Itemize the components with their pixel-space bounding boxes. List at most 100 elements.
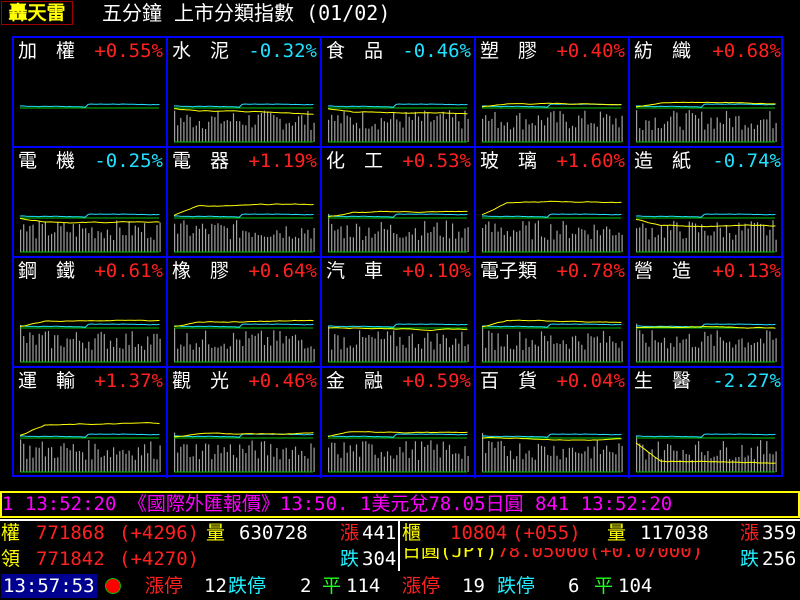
volume-bar [540, 445, 543, 472]
sector-cell[interactable]: 玻 璃 +1.60% [476, 148, 630, 258]
volume-bar [657, 342, 659, 362]
volume-bar [186, 333, 188, 362]
volume-bar [291, 336, 293, 362]
sector-cell[interactable]: 觀 光 +0.46% [168, 368, 322, 478]
volume-bar [383, 338, 385, 362]
volume-bar [125, 235, 127, 252]
volume-bar [448, 110, 451, 142]
volume-bar [377, 129, 379, 142]
volume-bar [519, 230, 521, 252]
sector-cell[interactable]: 百 貨 +0.04% [476, 368, 630, 478]
volume-bar [47, 447, 50, 472]
volume-bar [775, 338, 777, 362]
sector-cell[interactable]: 塑 膠 +0.40% [476, 38, 630, 148]
volume-bar [29, 445, 31, 472]
volume-bar [72, 444, 74, 472]
sector-cell[interactable]: 化 工 +0.53% [322, 148, 476, 258]
volume-bar [343, 442, 345, 472]
volume-bar [722, 340, 724, 362]
market-index-line [173, 103, 314, 108]
volume-bar [587, 333, 589, 362]
volume-bar [195, 125, 197, 142]
sector-cell[interactable]: 紡 織 +0.68% [630, 38, 784, 148]
volume-bar [29, 225, 31, 252]
sector-name: 造 紙 [634, 150, 692, 172]
otc-index: 10804 [450, 522, 508, 544]
volume-bar [618, 127, 620, 142]
fx-label: 日圓(JPY) [402, 548, 498, 562]
volume-bar [531, 239, 533, 252]
volume-bar [503, 234, 505, 252]
volume-bar [91, 349, 93, 362]
volume-bar [399, 237, 401, 252]
volume-bar [236, 120, 238, 142]
volume-bar [100, 331, 102, 362]
volume-bar [229, 346, 231, 362]
volume-bar [750, 123, 752, 142]
volume-bar [575, 335, 577, 362]
volume-bar [147, 238, 149, 252]
volume-bar [276, 230, 278, 252]
sector-cell[interactable]: 電 機 -0.25% [14, 148, 168, 258]
volume-bar [57, 335, 59, 362]
volume-bar [399, 446, 401, 472]
volume-bar [147, 453, 149, 472]
volume-bar [679, 342, 681, 362]
sector-cell[interactable]: 食 品 -0.46% [322, 38, 476, 148]
volume-bar [220, 453, 222, 472]
volume-bar [559, 234, 561, 252]
volume-bar [359, 456, 361, 472]
sector-cell[interactable]: 金 融 +0.59% [322, 368, 476, 478]
volume-bar [103, 455, 105, 472]
volume-bar [772, 220, 774, 252]
sector-cell[interactable]: 運 輸 +1.37% [14, 368, 168, 478]
volume-bar [229, 239, 231, 252]
volume-bar [331, 223, 333, 252]
volume-bar [374, 123, 376, 142]
sector-cell[interactable]: 水 泥 -0.32% [168, 38, 322, 148]
volume-bar [482, 228, 484, 252]
sector-cell[interactable]: 電 器 +1.19% [168, 148, 322, 258]
volume-bar [660, 458, 662, 472]
volume-bar [710, 117, 712, 142]
volume-bar [288, 236, 290, 252]
sector-cell[interactable]: 加 權 +0.55% [14, 38, 168, 148]
sector-cell[interactable]: 鋼 鐵 +0.61% [14, 258, 168, 368]
sector-name: 加 權 [18, 40, 76, 62]
sector-index-line [327, 327, 468, 332]
volume-bar [540, 236, 543, 252]
listed-flat-label: 平 [322, 575, 342, 597]
sector-cell[interactable]: 營 造 +0.13% [630, 258, 784, 368]
volume-bar [217, 347, 219, 362]
fx-value: 78.05000(+0.07000) [497, 548, 704, 562]
listed-flat: 114 [346, 575, 381, 597]
volume-bar [500, 346, 502, 362]
volume-bar [679, 459, 681, 472]
volume-bar [442, 441, 444, 472]
sector-cell[interactable]: 電子類 +0.78% [476, 258, 630, 368]
sector-cell[interactable]: 造 紙 -0.74% [630, 148, 784, 258]
volume-bar [285, 447, 287, 472]
volume-bar [562, 448, 564, 472]
volume-bar [430, 440, 432, 472]
volume-bar [430, 121, 432, 142]
volume-bar [279, 233, 281, 252]
volume-bar [386, 229, 389, 252]
volume-bar [279, 331, 281, 362]
volume-bar [386, 331, 389, 362]
volume-bar [525, 338, 527, 362]
volume-bar [285, 226, 287, 252]
sector-name: 食 品 [326, 40, 384, 62]
volume-bar [75, 451, 77, 472]
volume-bar [663, 337, 666, 362]
sector-cell[interactable]: 汽 車 +0.10% [322, 258, 476, 368]
volume-bar [769, 331, 771, 362]
volume-bar [232, 454, 235, 472]
sector-cell[interactable]: 生 醫 -2.27% [630, 368, 784, 478]
volume-bar [648, 346, 650, 362]
volume-bar [374, 454, 376, 472]
volume-bar [439, 235, 441, 252]
volume-bar [260, 330, 262, 362]
volume-bar [294, 334, 297, 362]
sector-cell[interactable]: 橡 膠 +0.64% [168, 258, 322, 368]
